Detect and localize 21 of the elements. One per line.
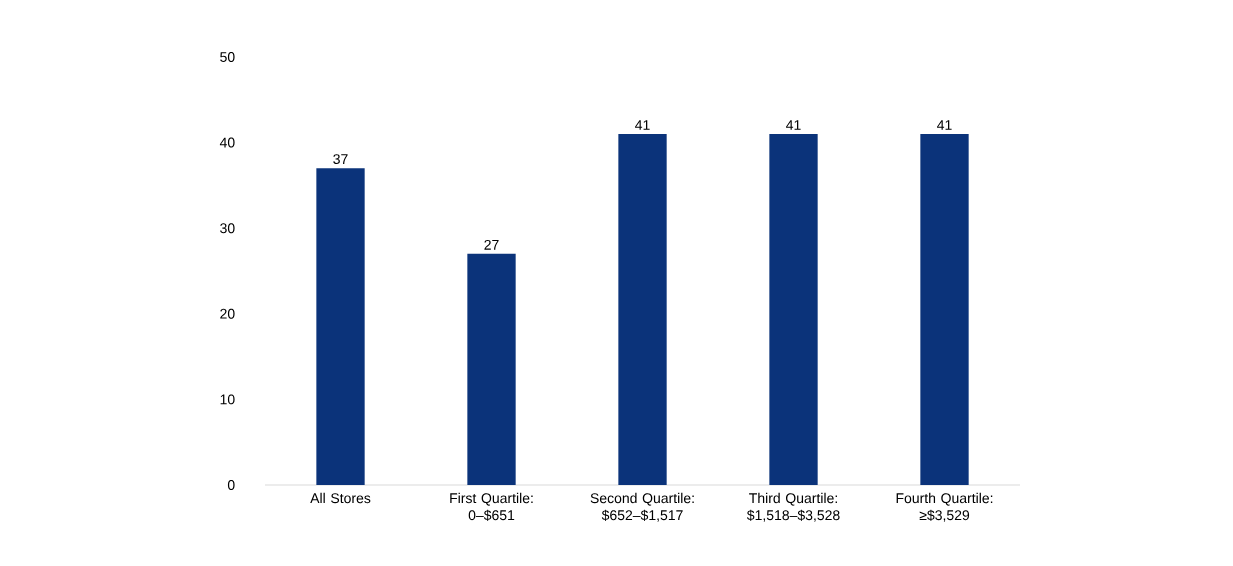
data-label: 41 (937, 120, 952, 130)
x-tick-label: Second Quartile: $652–$1,517 (590, 492, 694, 522)
y-tick-label: 30 (220, 223, 235, 234)
data-label: 41 (786, 120, 801, 130)
x-tick-label: Third Quartile: $1,518–$3,528 (746, 492, 840, 522)
bar (618, 134, 667, 485)
data-label: 27 (484, 239, 499, 250)
bar (920, 134, 969, 485)
y-tick-label: 40 (219, 137, 235, 148)
bar (769, 134, 818, 485)
x-tick-label: First Quartile: 0–$651 (450, 492, 533, 521)
y-tick-label: 50 (220, 52, 235, 62)
data-label: 37 (333, 154, 348, 165)
data-label: 41 (635, 120, 650, 130)
bar (316, 168, 365, 485)
y-tick-label: 0 (227, 480, 235, 490)
y-tick-label: 20 (220, 308, 235, 319)
y-tick-label: 10 (220, 394, 235, 405)
x-tick-label: All Stores (310, 492, 371, 504)
x-tick-label: Fourth Quartile: ≥$3,529 (896, 492, 993, 522)
bar (467, 253, 516, 485)
